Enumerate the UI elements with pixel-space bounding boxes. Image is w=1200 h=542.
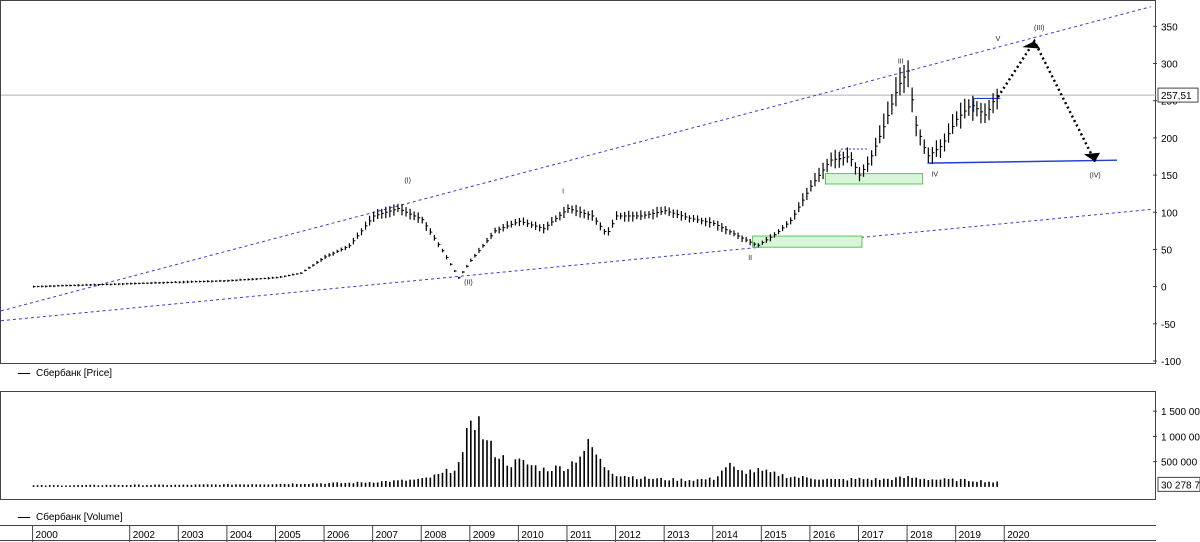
price-axis-tick-label: -50	[1161, 320, 1176, 331]
volume-axis-tick-label: 1 000 000	[1161, 432, 1200, 443]
time-axis-label: 2004	[230, 530, 253, 541]
time-axis-label: 2020	[1007, 530, 1030, 541]
price-axis-tick-label: 50	[1161, 245, 1173, 256]
legend-line-icon	[18, 372, 30, 374]
wave-label: V	[996, 36, 1001, 43]
time-axis-label: 2015	[764, 530, 787, 541]
price-axis-tick-label: 150	[1161, 171, 1178, 182]
price-axis-tick-label: 100	[1161, 208, 1178, 219]
legend-volume: Сбербанк [Volume]	[18, 512, 123, 523]
time-axis-label: 2000	[36, 530, 59, 541]
lower-channel-line	[0, 208, 1152, 322]
time-axis-label: 2013	[667, 530, 690, 541]
legend-price: Сбербанк [Price]	[18, 368, 112, 379]
time-axis-label: 2008	[424, 530, 447, 541]
forecast-arrow-head	[1022, 41, 1041, 49]
time-axis-label: 2017	[861, 530, 884, 541]
price-axis-tick-label: 0	[1161, 283, 1167, 294]
price-axis-tick-label: 200	[1161, 134, 1178, 145]
volume-axis-tick-label: 500 000	[1161, 458, 1198, 469]
time-axis-label: 2006	[327, 530, 350, 541]
upper-channel-line	[0, 6, 1152, 312]
support-zone	[752, 235, 863, 248]
volume-axis-tick-label: 1 500 000	[1161, 407, 1200, 418]
price-axis-tick-label: 300	[1161, 60, 1178, 71]
wave-label: (I)	[404, 178, 411, 185]
wave-label: IV	[931, 172, 938, 179]
price-pane[interactable]: -100-50050100150200250300350257,51(I)(II…	[0, 0, 1199, 368]
breakout-marker	[973, 97, 1001, 112]
time-axis-label: 2012	[619, 530, 642, 541]
forecast-arrow-head	[1083, 152, 1100, 162]
time-axis-svg: 2000 2002 2003 2004 2005 2006 2007 2008 2009 2010…	[32, 526, 1030, 542]
wave-label: I	[562, 189, 564, 196]
legend-line-icon	[18, 516, 30, 518]
time-axis-label: 2002	[133, 530, 156, 541]
forecast-arrow	[996, 38, 1097, 163]
wave-label: (IV)	[1089, 172, 1100, 179]
wave-label: III	[898, 59, 904, 66]
last-volume-label: 30 278 7	[1161, 480, 1200, 491]
volume-chart: 500 000 1 000 000 1 500 000 30 278 7	[32, 407, 1200, 492]
legend-price-label: Сбербанк [Price]	[36, 368, 113, 379]
price-axis-tick-label: 350	[1161, 22, 1178, 33]
breakout-marker	[839, 148, 870, 161]
support-zone	[824, 173, 924, 185]
last-volume-box	[1157, 476, 1200, 492]
time-axis-label: 2009	[473, 530, 496, 541]
time-axis-label: 2003	[181, 530, 204, 541]
time-axis-label: 2016	[813, 530, 836, 541]
wave-label: (II)	[464, 279, 473, 286]
wave-label: (III)	[1034, 25, 1045, 32]
last-price-box	[1157, 87, 1199, 103]
time-axis-label: 2018	[910, 530, 933, 541]
wave-label: II	[748, 255, 752, 262]
volume-pane[interactable]: 500 000 1 000 000 1 500 000 30 278 7	[0, 391, 1200, 500]
time-axis-label: 2014	[716, 530, 739, 541]
time-axis-label: 2007	[376, 530, 399, 541]
price-chart: -100-50050100150200250300350257,51(I)(II…	[0, 6, 1199, 368]
support-line	[927, 159, 1118, 164]
time-axis-label: 2005	[278, 530, 301, 541]
legend-volume-label: Сбербанк [Volume]	[36, 512, 123, 523]
last-price-label: 257,51	[1161, 91, 1192, 102]
time-axis-label: 2010	[521, 530, 544, 541]
time-axis-label: 2011	[570, 530, 592, 541]
time-axis-label: 2019	[959, 530, 982, 541]
price-axis-tick-label: -100	[1161, 357, 1181, 368]
time-axis: 2000 2002 2003 2004 2005 2006 2007 2008 2009 2010…	[0, 525, 1156, 542]
